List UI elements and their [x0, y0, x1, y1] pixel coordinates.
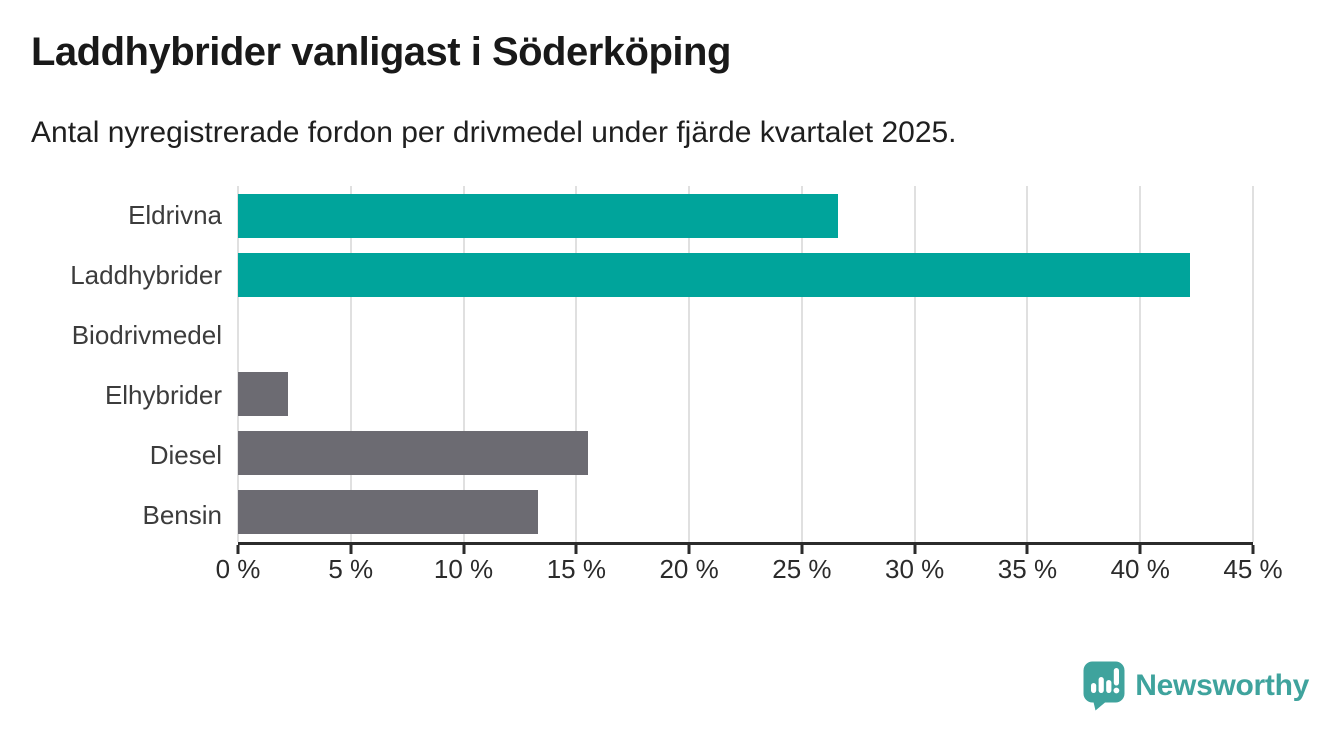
bar-bensin	[238, 490, 538, 535]
axis-tick-label: 0 %	[215, 554, 261, 584]
axis-tick-label: 20 %	[659, 554, 719, 584]
bar-chart: Eldrivna Laddhybrider Biodrivmedel Elhybrid…	[0, 186, 1340, 606]
chart-subtitle: Antal nyregistrerade fordon per drivmede…	[31, 116, 957, 149]
bar-diesel	[238, 430, 588, 475]
axis-tick-label: 45 %	[1223, 554, 1283, 584]
gridline	[800, 186, 803, 542]
category-label: Diesel	[149, 439, 222, 470]
gridline	[462, 186, 465, 542]
axis-tick	[1025, 545, 1029, 554]
axis-tick	[236, 545, 240, 554]
bar-row	[238, 186, 1253, 245]
plot-area	[237, 186, 1254, 545]
category-label: Eldrivna	[128, 200, 222, 231]
category-label: Laddhybrider	[70, 260, 222, 291]
axis-tick-label: 30 %	[885, 554, 945, 584]
chart-title: Laddhybrider vanligast i Söderköping	[31, 30, 731, 74]
bar-laddhybrider	[238, 252, 1190, 297]
axis-tick	[687, 545, 691, 554]
gridline	[913, 186, 916, 542]
category-axis: Eldrivna Laddhybrider Biodrivmedel Elhybrid…	[0, 186, 222, 545]
axis-tick	[574, 545, 578, 554]
bar-eldrivna	[238, 193, 838, 238]
bar-row	[238, 245, 1253, 304]
axis-tick	[1138, 545, 1142, 554]
newsworthy-logo-text: Newsworthy	[1135, 668, 1309, 702]
gridline	[1139, 186, 1142, 542]
category-label: Elhybrider	[104, 379, 222, 410]
category-label: Biodrivmedel	[71, 320, 222, 351]
gridline	[1026, 186, 1029, 542]
axis-tick	[800, 545, 804, 554]
axis-tick-label: 10 %	[433, 554, 494, 584]
axis-tick	[913, 545, 917, 554]
axis-tick	[1251, 545, 1255, 554]
gridline	[349, 186, 352, 542]
gridline	[237, 186, 239, 542]
gridline	[1252, 186, 1254, 542]
axis-tick	[349, 545, 353, 554]
bar-row	[238, 423, 1253, 482]
axis-tick-label: 5 %	[328, 554, 374, 584]
category-label: Bensin	[142, 499, 223, 530]
bar-row	[238, 364, 1253, 423]
gridline	[575, 186, 578, 542]
bar-row	[238, 305, 1253, 364]
x-axis-ticks	[236, 545, 1255, 557]
bar-row	[238, 483, 1253, 542]
axis-tick-label: 25 %	[772, 554, 832, 584]
axis-tick-label: 15 %	[546, 554, 606, 584]
axis-tick-label: 35 %	[997, 554, 1058, 584]
axis-tick-label: 40 %	[1110, 554, 1170, 584]
axis-tick	[462, 545, 466, 554]
gridline	[688, 186, 691, 542]
bar-rows	[238, 186, 1253, 542]
bar-elhybrider	[238, 371, 288, 416]
newsworthy-logo[interactable]: Newsworthy	[1082, 660, 1309, 711]
newsworthy-logo-icon	[1083, 661, 1125, 711]
x-axis-tick-labels: 0 % 5 % 10 % 15 % 20 % 25 % 30 % 35 % 40 % 45 %	[216, 554, 1283, 590]
